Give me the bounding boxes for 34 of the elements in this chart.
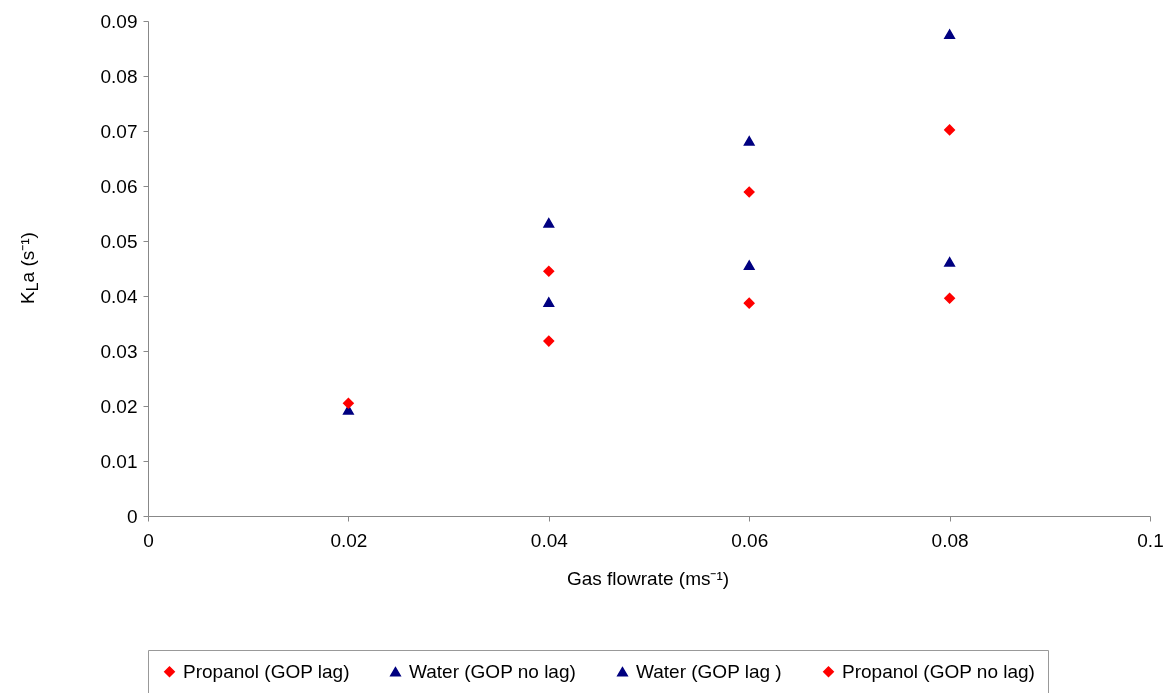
y-tick-label: 0.08 [100,65,138,87]
legend-label: Propanol (GOP lag) [183,660,350,682]
y-tick-label: 0.03 [100,340,138,362]
point [743,136,755,146]
point [543,335,555,347]
y-tick-label: 0.05 [100,230,138,252]
x-tick-label: 0.1 [1137,529,1164,551]
x-tick-label: 0.08 [931,529,969,551]
x-tick-label: 0 [143,529,154,551]
point [743,186,755,198]
x-axis-title: Gas flowrate (ms⁻¹) [566,567,730,591]
point [543,265,555,277]
point [944,292,956,304]
y-tick-label: 0 [126,505,138,527]
y-tick-label: 0.01 [100,450,138,472]
y-tick-label: 0.09 [100,10,138,32]
legend-label: Water (GOP no lag) [409,660,576,682]
point [743,297,755,309]
y-tick-label: 0.02 [100,395,138,417]
y-tick-label: 0.07 [100,120,138,142]
y-tick-label: 0.04 [100,285,138,307]
point [543,217,555,228]
x-tick-label: 0.02 [330,529,368,551]
point [543,297,555,307]
point [342,397,354,409]
point [743,260,755,271]
y-tick-label: 0.06 [100,175,138,197]
point [944,29,956,40]
legend-label: Water (GOP lag ) [636,660,782,682]
x-tick-label: 0.04 [530,529,569,551]
legend-label: Propanol (GOP no lag) [842,660,1035,682]
point [944,257,956,267]
x-tick-label: 0.06 [731,529,769,551]
point [944,124,956,136]
